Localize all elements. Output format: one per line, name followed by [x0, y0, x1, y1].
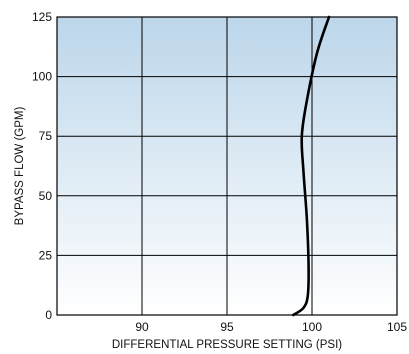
x-tick-label: 95	[220, 320, 234, 334]
y-tick-label: 75	[39, 129, 53, 143]
x-axis-label: DIFFERENTIAL PRESSURE SETTING (PSI)	[112, 339, 342, 351]
x-tick-label: 90	[135, 320, 149, 334]
x-tick-label: 100	[302, 320, 322, 334]
x-tick-label: 105	[387, 320, 407, 334]
tick-labels: 90 95 100 105 0 25 50 75 100 125	[32, 10, 407, 334]
plot-frame	[56, 16, 398, 316]
y-tick-label: 100	[32, 70, 52, 84]
y-axis-label: BYPASS FLOW (GPM)	[14, 107, 26, 226]
y-tick-label: 0	[45, 308, 52, 322]
y-tick-label: 125	[32, 10, 52, 24]
y-tick-label: 50	[39, 189, 53, 203]
y-tick-label: 25	[39, 248, 53, 262]
series-line	[292, 15, 331, 317]
